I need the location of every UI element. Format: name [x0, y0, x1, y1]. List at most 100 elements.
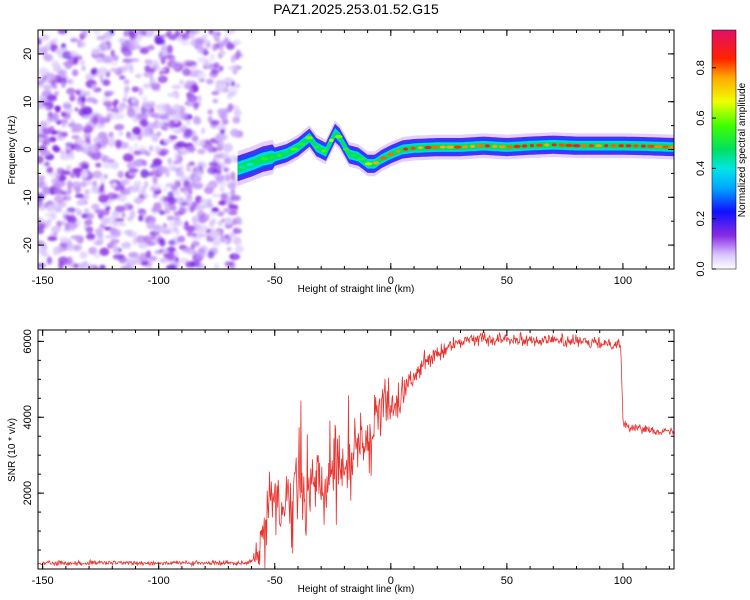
ridge-peak	[662, 145, 669, 149]
heatmap-speckle	[119, 221, 126, 227]
heatmap-speckle	[69, 222, 76, 232]
heatmap-speckle	[164, 208, 170, 215]
heatmap-speckle	[38, 46, 43, 55]
heatmap-speckle	[117, 37, 126, 43]
snr-x-axis-label: Height of straight line (km)	[298, 584, 415, 595]
heatmap-speckle	[221, 118, 229, 125]
heatmap-speckle	[72, 123, 84, 133]
x-tick-label: 0	[388, 575, 394, 587]
heatmap-speckle	[100, 183, 105, 192]
heatmap-speckle	[193, 116, 202, 125]
heatmap-speckle	[91, 152, 102, 161]
heatmap-speckle	[99, 176, 106, 186]
heatmap-speckle	[44, 161, 50, 167]
heatmap-speckle	[92, 180, 98, 187]
heatmap-speckle	[76, 246, 81, 251]
heatmap-speckle	[166, 44, 173, 54]
heatmap-speckle	[203, 59, 211, 67]
heatmap-speckle	[53, 188, 64, 195]
heatmap-speckle	[46, 166, 54, 174]
heatmap-speckle	[92, 115, 99, 125]
heatmap-speckle	[66, 214, 72, 222]
ridge-peak	[498, 145, 506, 149]
snr-series-line	[38, 331, 674, 569]
heatmap-speckle	[223, 167, 229, 173]
colorbar: 0.0 0.2 0.4 0.6 0.8 Normalized spectral ampl…	[695, 29, 748, 277]
heatmap-speckle	[62, 61, 72, 66]
ridge-peak	[364, 162, 373, 166]
heatmap-speckle	[163, 138, 172, 144]
heatmap-speckle	[104, 32, 113, 41]
heatmap-speckle	[196, 249, 207, 259]
ridge-peak	[372, 161, 380, 165]
heatmap-speckle	[213, 153, 224, 159]
heatmap-speckle	[106, 192, 117, 200]
ridge-peak	[276, 153, 283, 157]
heatmap-speckle	[120, 265, 130, 269]
heatmap-speckle	[226, 246, 232, 252]
heatmap-speckle	[61, 220, 67, 226]
heatmap-speckle	[79, 59, 86, 66]
heatmap-speckle	[111, 210, 120, 218]
heatmap-speckle	[191, 135, 199, 142]
heatmap-speckle	[42, 186, 51, 195]
heatmap-speckle	[99, 247, 110, 256]
heatmap-speckle	[103, 174, 108, 179]
heatmap-speckle	[197, 148, 206, 155]
ridge-peak	[625, 144, 632, 148]
heatmap-speckle	[59, 236, 70, 244]
heatmap-speckle	[103, 55, 113, 63]
heatmap-speckle	[140, 169, 149, 179]
ridge-peak	[669, 145, 674, 149]
heatmap-speckle	[137, 242, 149, 249]
heatmap-speckle	[190, 260, 201, 268]
heatmap-speckle	[171, 84, 182, 90]
heatmap-speckle	[117, 106, 124, 113]
heatmap-speckle	[162, 229, 171, 235]
heatmap-speckle	[84, 208, 90, 214]
heatmap-speckle	[112, 244, 119, 254]
snr-frame	[37, 329, 675, 570]
heatmap-speckle	[83, 261, 88, 266]
heatmap-speckle	[39, 78, 45, 86]
heatmap-speckle	[66, 194, 71, 201]
heatmap-speckle	[47, 72, 55, 81]
heatmap-speckle	[151, 234, 157, 241]
heatmap-speckle	[97, 43, 109, 53]
heatmap-speckle	[167, 157, 172, 165]
heatmap-speckle	[55, 105, 61, 113]
heatmap-speckle	[129, 186, 139, 193]
heatmap-speckle	[158, 51, 163, 58]
heatmap-speckle	[173, 226, 178, 232]
heatmap-speckle	[232, 228, 242, 234]
colorbar-tick-label: 0.0	[695, 261, 707, 276]
ridge-peak	[403, 147, 409, 151]
heatmap-speckle	[234, 130, 241, 139]
heatmap-speckle	[38, 175, 46, 181]
heatmap-speckle	[86, 233, 96, 240]
heatmap-speckle	[145, 45, 155, 51]
heatmap-speckle	[38, 263, 45, 268]
heatmap-speckle	[208, 161, 219, 167]
heatmap-speckle	[219, 234, 226, 242]
x-tick-label: -100	[148, 575, 170, 587]
heatmap-speckle	[133, 107, 141, 112]
heatmap-speckle	[99, 264, 106, 269]
heatmap-speckle	[75, 185, 81, 194]
ridge-peak	[255, 159, 260, 164]
heatmap-speckle	[232, 116, 241, 124]
heatmap-speckle	[138, 87, 144, 97]
heatmap-speckle	[55, 172, 60, 181]
heatmap-speckle	[95, 227, 104, 236]
heatmap-speckle	[69, 153, 75, 160]
heatmap-speckle	[66, 87, 76, 95]
heatmap-speckle	[129, 210, 136, 219]
heatmap-speckle	[229, 130, 236, 135]
heatmap-speckle	[84, 188, 90, 196]
colorbar-tick-label: 0.2	[695, 211, 707, 226]
heatmap-speckle	[210, 119, 221, 126]
heatmap-speckle	[85, 226, 94, 234]
heatmap-speckle	[181, 246, 192, 252]
heatmap-speckle	[236, 49, 241, 58]
heatmap-speckle	[194, 37, 206, 45]
